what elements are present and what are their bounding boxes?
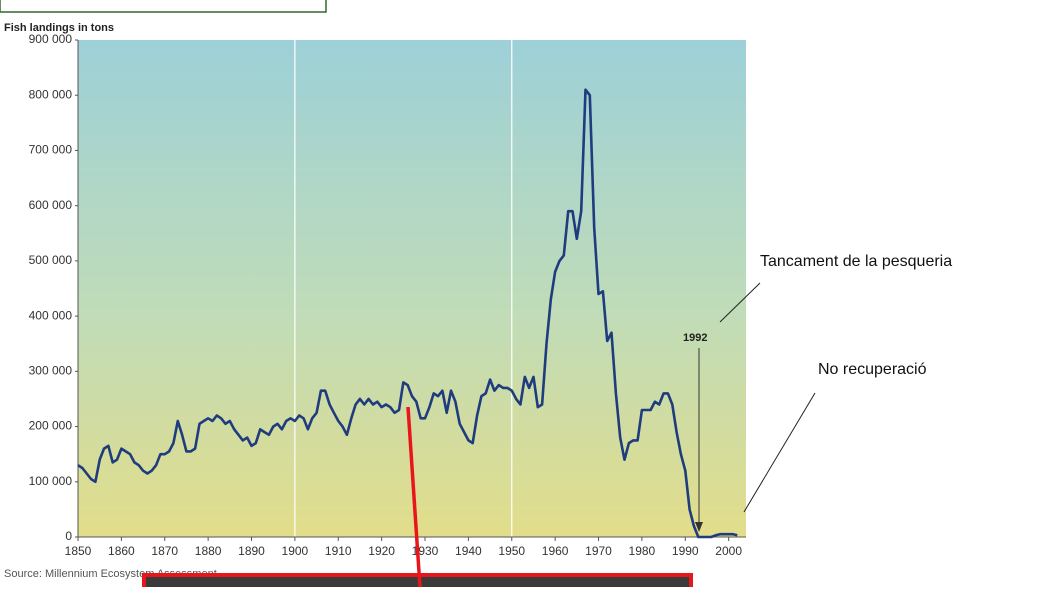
y-tick-label: 800 000 xyxy=(29,87,73,101)
x-tick-label: 1980 xyxy=(629,544,656,558)
y-tick-label: 700 000 xyxy=(29,143,73,157)
data-line xyxy=(77,88,738,539)
chart-title: Fish landings in tons xyxy=(4,22,114,34)
x-tick-label: 1970 xyxy=(585,544,612,558)
annotation: Tancament de la pesqueria xyxy=(760,253,952,270)
y-tick-label: 500 000 xyxy=(29,253,73,267)
y-tick-label: 0 xyxy=(65,529,72,543)
y-tick-label: 600 000 xyxy=(29,198,73,212)
header-box xyxy=(0,0,327,13)
y-tick-label: 100 000 xyxy=(29,474,73,488)
x-tick-label: 1850 xyxy=(65,544,92,558)
x-tick-label: 1920 xyxy=(368,544,395,558)
annotation: No recuperació xyxy=(818,361,927,378)
y-tick-label: 400 000 xyxy=(29,308,73,322)
arrow-head xyxy=(695,522,703,532)
pointer-line xyxy=(743,392,816,513)
pointer-line xyxy=(719,282,761,323)
x-tick-label: 1950 xyxy=(498,544,525,558)
x-tick-label: 2000 xyxy=(715,544,742,558)
y-tick-label: 900 000 xyxy=(29,32,73,46)
x-tick-label: 1910 xyxy=(325,544,352,558)
annotation: 1992 xyxy=(683,332,707,344)
x-tick-label: 1960 xyxy=(542,544,569,558)
x-tick-label: 1880 xyxy=(195,544,222,558)
x-tick-label: 1940 xyxy=(455,544,482,558)
photo xyxy=(142,573,693,592)
x-tick-label: 1860 xyxy=(108,544,135,558)
x-tick-label: 1890 xyxy=(238,544,265,558)
y-tick-label: 300 000 xyxy=(29,364,73,378)
pointer-line xyxy=(406,406,422,588)
x-tick-label: 1990 xyxy=(672,544,699,558)
x-tick-label: 1900 xyxy=(282,544,309,558)
y-tick-label: 200 000 xyxy=(29,419,73,433)
x-tick-label: 1870 xyxy=(151,544,178,558)
